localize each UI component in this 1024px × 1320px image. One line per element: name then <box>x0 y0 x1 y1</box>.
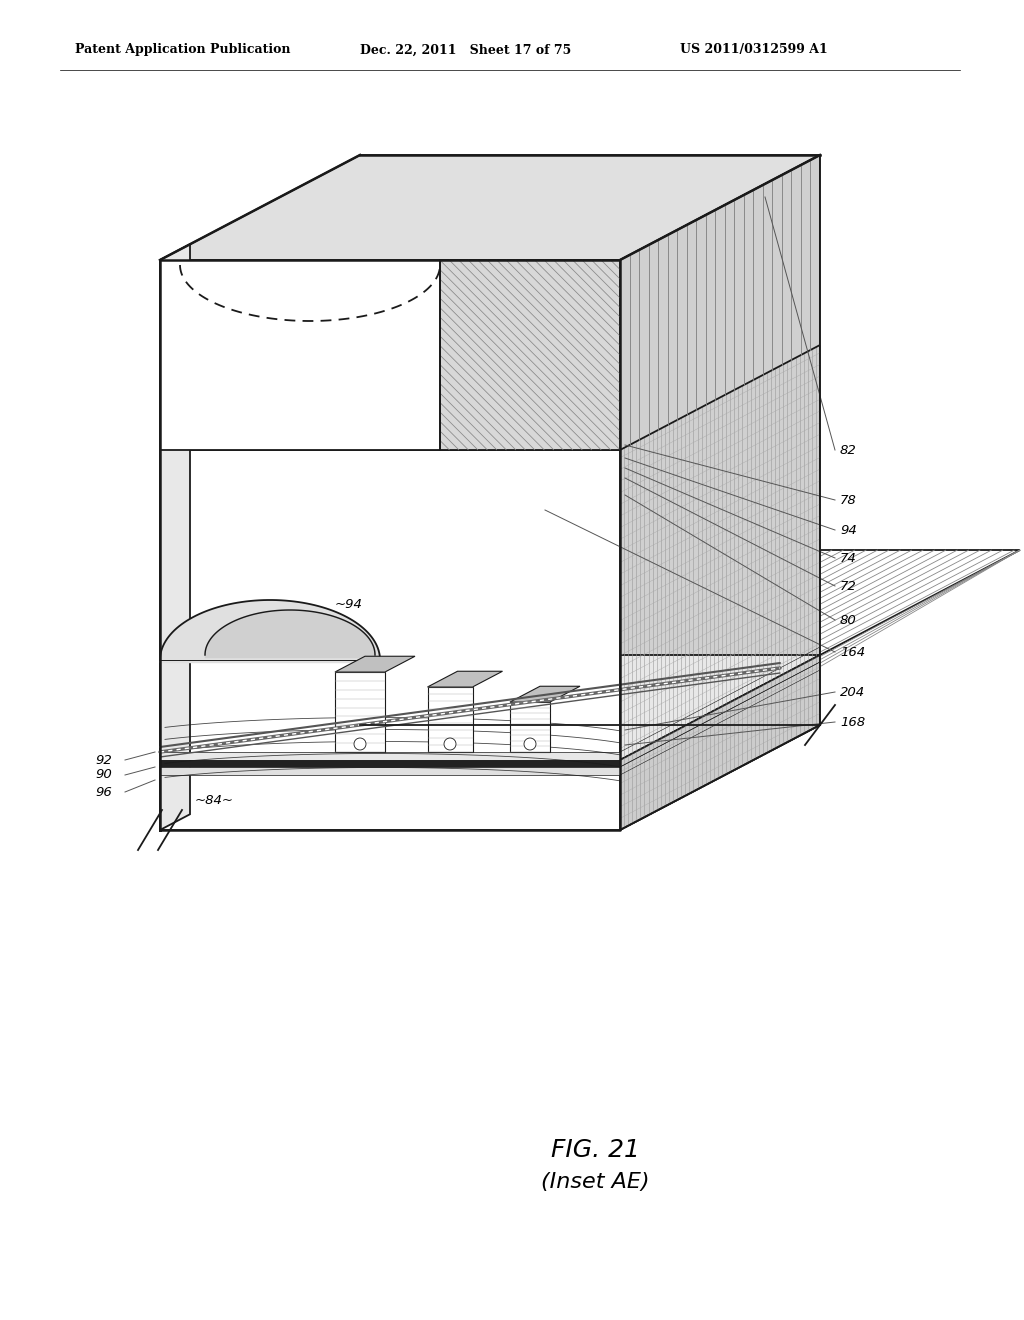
Circle shape <box>524 738 536 750</box>
Polygon shape <box>440 260 620 450</box>
Text: 82: 82 <box>840 444 857 457</box>
Text: ~84~: ~84~ <box>195 793 234 807</box>
Polygon shape <box>160 260 440 450</box>
Polygon shape <box>335 656 415 672</box>
Polygon shape <box>160 767 620 775</box>
Polygon shape <box>160 244 190 830</box>
Text: 122: 122 <box>285 304 310 317</box>
Polygon shape <box>160 154 820 260</box>
Polygon shape <box>335 672 385 752</box>
Text: 168: 168 <box>840 715 865 729</box>
Polygon shape <box>160 760 620 830</box>
Circle shape <box>354 738 366 750</box>
Polygon shape <box>510 702 550 752</box>
Text: 164: 164 <box>840 645 865 659</box>
Text: ~94: ~94 <box>335 598 362 611</box>
Polygon shape <box>160 260 620 450</box>
Text: (Inset AE): (Inset AE) <box>541 1172 649 1192</box>
Polygon shape <box>160 760 620 767</box>
Polygon shape <box>427 672 503 686</box>
Text: 74: 74 <box>840 552 857 565</box>
Text: 90: 90 <box>95 768 112 781</box>
Text: 94: 94 <box>840 524 857 536</box>
Text: Patent Application Publication: Patent Application Publication <box>75 44 291 57</box>
Text: 72: 72 <box>840 579 857 593</box>
Text: ~54~: ~54~ <box>234 368 275 381</box>
Polygon shape <box>160 550 1020 760</box>
Text: 78: 78 <box>840 494 857 507</box>
Text: 96: 96 <box>95 785 112 799</box>
Text: 92: 92 <box>95 754 112 767</box>
Circle shape <box>444 738 456 750</box>
Text: 80: 80 <box>840 614 857 627</box>
Polygon shape <box>620 655 820 830</box>
Polygon shape <box>620 154 820 830</box>
Text: FIG. 21: FIG. 21 <box>551 1138 639 1162</box>
Text: Dec. 22, 2011   Sheet 17 of 75: Dec. 22, 2011 Sheet 17 of 75 <box>360 44 571 57</box>
Polygon shape <box>160 450 620 830</box>
Polygon shape <box>510 686 580 702</box>
Polygon shape <box>160 752 620 760</box>
Polygon shape <box>160 655 820 760</box>
Text: 204: 204 <box>840 685 865 698</box>
Polygon shape <box>620 154 820 450</box>
Polygon shape <box>427 686 472 752</box>
Text: US 2011/0312599 A1: US 2011/0312599 A1 <box>680 44 827 57</box>
